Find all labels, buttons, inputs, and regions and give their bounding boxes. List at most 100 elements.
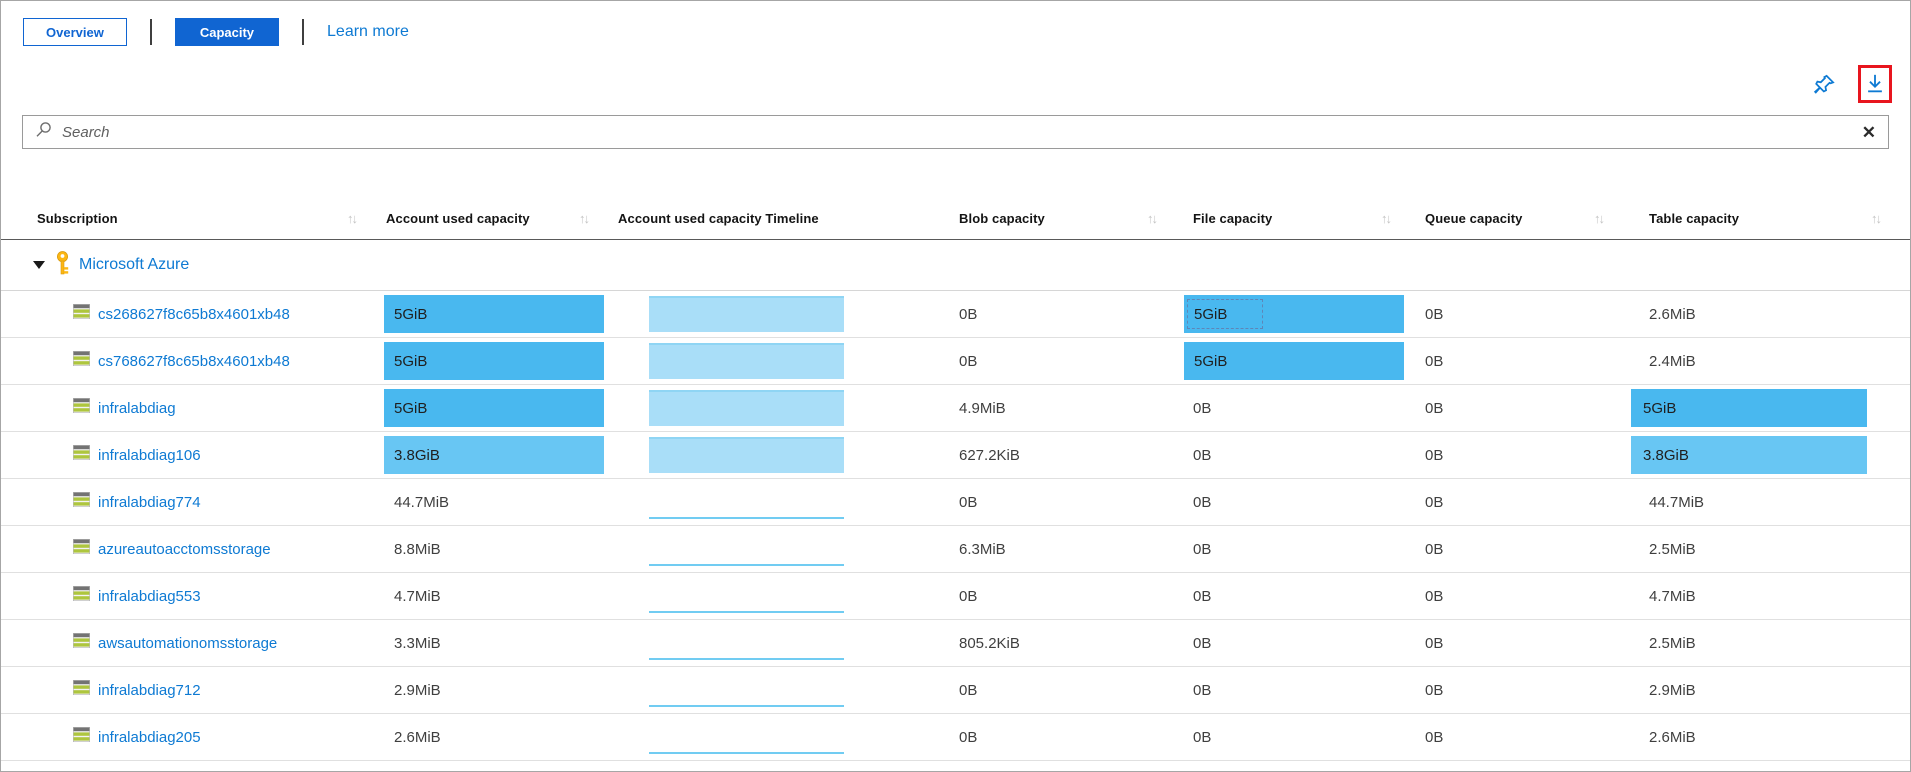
blob-capacity-value: 0B [959, 493, 978, 511]
table-capacity-cell: 44.7MiB [1631, 479, 1908, 525]
blob-capacity-value: 0B [959, 352, 978, 370]
table-row[interactable]: infralabdiag774 44.7MiB 0B 0B 0B 44.7MiB [1, 479, 1910, 526]
capacity-timeline-sparkline [649, 564, 844, 566]
storage-account-link[interactable]: infralabdiag712 [98, 681, 201, 699]
storage-account-icon [72, 350, 91, 371]
table-row[interactable]: cs768627f8c65b8x4601xb48 5GiB 0B 5GiB 0B 2.4M… [1, 338, 1910, 385]
account-used-capacity-value: 2.9MiB [394, 681, 441, 699]
storage-account-link[interactable]: awsautomationomsstorage [98, 634, 278, 652]
file-capacity-cell: 0B [1184, 385, 1418, 431]
queue-capacity-cell: 0B [1418, 479, 1631, 525]
storage-account-link[interactable]: infralabdiag774 [98, 493, 201, 511]
file-capacity-cell: 5GiB [1184, 338, 1418, 384]
file-capacity-bar: 5GiB [1184, 295, 1404, 333]
tab-divider [302, 19, 305, 45]
storage-account-link[interactable]: cs768627f8c65b8x4601xb48 [98, 352, 290, 370]
file-capacity-value: 0B [1193, 634, 1212, 652]
view-tabbar: Overview Capacity Learn more [23, 18, 409, 46]
sort-icon[interactable]: ↑↓ [1871, 211, 1882, 226]
table-row[interactable]: cs268627f8c65b8x4601xb48 5GiB 0B 5GiB 0B 2.6M… [1, 291, 1910, 338]
pin-icon[interactable] [1808, 65, 1842, 103]
column-header-label[interactable]: Queue capacity [1425, 211, 1523, 226]
subscription-cell: awsautomationomsstorage [1, 620, 384, 666]
storage-account-link[interactable]: infralabdiag106 [98, 446, 201, 464]
clear-search-icon[interactable]: ✕ [1861, 122, 1876, 142]
column-header-label[interactable]: Table capacity [1649, 211, 1740, 226]
capacity-timeline-sparkline [649, 517, 844, 519]
queue-capacity-cell: 0B [1418, 338, 1631, 384]
timeline-cell [616, 432, 951, 478]
blob-capacity-cell: 0B [951, 291, 1184, 337]
blob-capacity-cell: 4.9MiB [951, 385, 1184, 431]
blob-capacity-value: 0B [959, 681, 978, 699]
table-row[interactable]: infralabdiag712 2.9MiB 0B 0B 0B 2.9MiB [1, 667, 1910, 714]
storage-account-icon [72, 397, 91, 418]
table-row[interactable]: infralabdiag106 3.8GiB 627.2KiB 0B 0B 3.8GiB [1, 432, 1910, 479]
queue-capacity-cell: 0B [1418, 432, 1631, 478]
capacity-timeline-sparkline [649, 390, 844, 426]
table-row[interactable]: infralabdiag205 2.6MiB 0B 0B 0B 2.6MiB [1, 714, 1910, 761]
search-input[interactable] [62, 123, 1862, 141]
table-row[interactable]: azureautoacctomsstorage 8.8MiB 6.3MiB 0B 0B 2… [1, 526, 1910, 573]
timeline-cell [616, 291, 951, 337]
subscription-group-label[interactable]: Microsoft Azure [79, 256, 190, 273]
subscription-group-row[interactable]: Microsoft Azure [1, 240, 1910, 291]
storage-account-link[interactable]: cs268627f8c65b8x4601xb48 [98, 305, 290, 323]
table-capacity-cell: 2.9MiB [1631, 667, 1908, 713]
file-capacity-value: 0B [1193, 493, 1212, 511]
table-row[interactable]: awsautomationomsstorage 3.3MiB 805.2KiB 0B 0… [1, 620, 1910, 667]
table-capacity-cell: 2.6MiB [1631, 714, 1908, 760]
blob-capacity-value: 627.2KiB [959, 446, 1020, 464]
file-capacity-cell: 0B [1184, 667, 1418, 713]
storage-account-icon [72, 585, 91, 606]
column-header-label[interactable]: Subscription [37, 211, 118, 226]
table-capacity-cell: 2.5MiB [1631, 620, 1908, 666]
sort-icon[interactable]: ↑↓ [1147, 211, 1158, 226]
capacity-button[interactable]: Capacity [174, 18, 280, 46]
sort-icon[interactable]: ↑↓ [347, 211, 358, 226]
column-header-label[interactable]: File capacity [1193, 211, 1273, 226]
account-used-capacity-cell: 3.3MiB [384, 620, 616, 666]
file-capacity-bar: 5GiB [1184, 342, 1404, 380]
account-used-capacity-cell: 2.6MiB [384, 714, 616, 760]
timeline-cell [616, 479, 951, 525]
overview-button[interactable]: Overview [23, 18, 127, 46]
table-row[interactable]: infralabdiag553 4.7MiB 0B 0B 0B 4.7MiB [1, 573, 1910, 620]
capacity-timeline-sparkline [649, 705, 844, 707]
timeline-cell [616, 620, 951, 666]
subscription-cell: azureautoacctomsstorage [1, 526, 384, 572]
header-cell: Account used capacity ↑↓ [384, 156, 616, 239]
queue-capacity-value: 0B [1425, 540, 1444, 558]
account-used-capacity-value: 5GiB [394, 305, 428, 323]
storage-account-link[interactable]: infralabdiag553 [98, 587, 201, 605]
storage-account-link[interactable]: infralabdiag205 [98, 728, 201, 746]
learn-more-link[interactable]: Learn more [327, 23, 409, 40]
sort-icon[interactable]: ↑↓ [579, 211, 590, 226]
table-capacity-cell: 2.5MiB [1631, 526, 1908, 572]
account-used-capacity-cell: 8.8MiB [384, 526, 616, 572]
table-capacity-cell: 2.4MiB [1631, 338, 1908, 384]
column-header-label[interactable]: Blob capacity [959, 211, 1045, 226]
table-row[interactable]: infralabdiag 5GiB 4.9MiB 0B 0B 5GiB [1, 385, 1910, 432]
queue-capacity-cell: 0B [1418, 620, 1631, 666]
download-icon[interactable] [1858, 65, 1892, 103]
table-capacity-value: 2.6MiB [1649, 728, 1696, 746]
storage-account-link[interactable]: infralabdiag [98, 399, 176, 417]
queue-capacity-cell: 0B [1418, 526, 1631, 572]
table-capacity-value: 2.4MiB [1649, 352, 1696, 370]
file-capacity-value: 0B [1193, 446, 1212, 464]
account-used-capacity-cell: 2.9MiB [384, 667, 616, 713]
account-used-capacity-bar: 3.8GiB [384, 436, 604, 474]
collapse-triangle-icon[interactable] [33, 261, 45, 269]
column-header-label[interactable]: Account used capacity [386, 211, 530, 226]
file-capacity-cell: 0B [1184, 620, 1418, 666]
queue-capacity-value: 0B [1425, 493, 1444, 511]
sort-icon[interactable]: ↑↓ [1381, 211, 1392, 226]
sort-icon[interactable]: ↑↓ [1594, 211, 1605, 226]
blob-capacity-cell: 0B [951, 338, 1184, 384]
subscription-cell: infralabdiag712 [1, 667, 384, 713]
storage-account-link[interactable]: azureautoacctomsstorage [98, 540, 271, 558]
storage-account-icon [72, 538, 91, 559]
account-used-capacity-cell: 44.7MiB [384, 479, 616, 525]
table-capacity-cell: 3.8GiB [1631, 432, 1908, 478]
